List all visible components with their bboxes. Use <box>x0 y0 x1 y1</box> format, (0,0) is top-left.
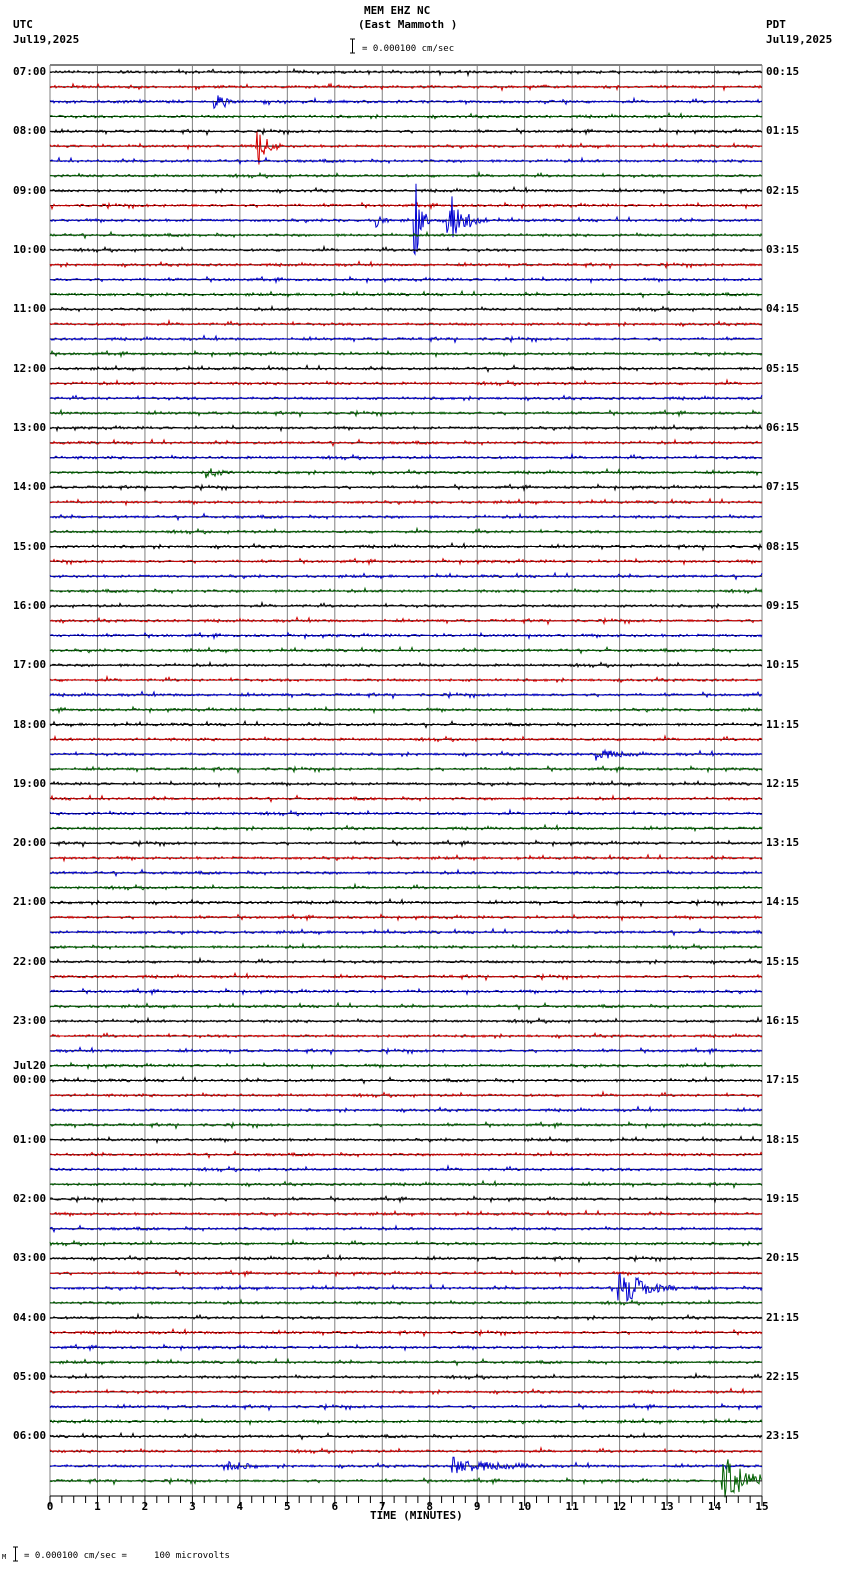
utc-hour-label: 21:00 <box>13 895 47 909</box>
pdt-hour-label: 16:15 <box>766 1014 800 1028</box>
right-timezone: PDT <box>766 18 786 31</box>
utc-hour-label: 14:00 <box>13 480 47 494</box>
date-change-label: Jul20 <box>13 1059 47 1073</box>
utc-hour-label: 22:00 <box>13 954 47 968</box>
utc-hour-label: 16:00 <box>13 598 47 612</box>
pdt-hour-label: 07:15 <box>766 480 800 494</box>
utc-hour-label: 05:00 <box>13 1370 47 1384</box>
utc-hour-label: 07:00 <box>13 65 47 78</box>
pdt-hour-label: 03:15 <box>766 242 800 256</box>
pdt-hour-label: 01:15 <box>766 124 800 138</box>
station-title: MEM EHZ NC <box>364 4 431 17</box>
utc-hour-label: 18:00 <box>13 717 47 731</box>
utc-hour-label: 19:00 <box>13 776 47 790</box>
x-tick-label: 5 <box>284 1500 291 1513</box>
station-location: (East Mammoth ) <box>358 18 458 31</box>
pdt-hour-label: 14:15 <box>766 895 800 909</box>
utc-hour-label: 10:00 <box>13 242 47 256</box>
x-tick-label: 7 <box>378 1500 386 1513</box>
pdt-hour-label: 11:15 <box>766 717 800 731</box>
utc-hour-label: 06:00 <box>13 1429 47 1443</box>
utc-hour-label: 17:00 <box>13 658 47 672</box>
pdt-hour-label: 13:15 <box>766 836 800 850</box>
x-tick-label: 6 <box>331 1500 339 1513</box>
pdt-hour-label: 15:15 <box>766 954 800 968</box>
pdt-hour-label: 17:15 <box>766 1073 800 1087</box>
x-tick-label: 0 <box>46 1500 54 1513</box>
utc-hour-label: 00:00 <box>13 1073 47 1087</box>
left-date: Jul19,2025 <box>13 33 80 46</box>
pdt-hour-label: 19:15 <box>766 1192 800 1206</box>
scale-text: = 0.000100 cm/sec <box>362 44 455 54</box>
pdt-hour-label: 20:15 <box>766 1251 800 1265</box>
pdt-hour-label: 00:15 <box>766 65 800 78</box>
pdt-hour-label: 09:15 <box>766 598 800 612</box>
utc-hour-label: 01:00 <box>13 1132 47 1146</box>
footer-scale-bar-icon: M <box>2 1546 20 1562</box>
utc-hour-label: 04:00 <box>13 1310 47 1324</box>
x-tick-label: 14 <box>707 1500 722 1513</box>
pdt-hour-label: 04:15 <box>766 302 800 316</box>
utc-hour-label: 20:00 <box>13 836 47 850</box>
x-tick-label: 15 <box>755 1500 769 1513</box>
pdt-hour-label: 18:15 <box>766 1132 800 1146</box>
x-tick-label: 13 <box>660 1500 674 1513</box>
utc-hour-label: 13:00 <box>13 420 47 434</box>
svg-text:M: M <box>2 1553 6 1561</box>
x-tick-label: 1 <box>94 1500 101 1513</box>
x-tick-label: 12 <box>612 1500 627 1513</box>
utc-hour-label: 15:00 <box>13 539 47 553</box>
utc-hour-label: 09:00 <box>13 183 47 197</box>
pdt-hour-label: 02:15 <box>766 183 800 197</box>
utc-hour-label: 03:00 <box>13 1251 47 1265</box>
left-timezone: UTC <box>13 18 33 31</box>
utc-hour-label: 11:00 <box>13 302 47 316</box>
pdt-hour-label: 06:15 <box>766 420 800 434</box>
right-date: Jul19,2025 <box>766 33 833 46</box>
x-tick-label: 9 <box>473 1500 481 1513</box>
pdt-hour-label: 12:15 <box>766 776 800 790</box>
pdt-hour-label: 22:15 <box>766 1370 800 1384</box>
scale-bar-icon <box>349 38 356 54</box>
utc-hour-label: 08:00 <box>13 124 47 138</box>
x-tick-label: 4 <box>236 1500 244 1513</box>
pdt-hour-label: 21:15 <box>766 1310 800 1324</box>
pdt-hour-label: 08:15 <box>766 539 800 553</box>
x-tick-label: 8 <box>426 1500 434 1513</box>
utc-hour-label: 02:00 <box>13 1192 47 1206</box>
x-tick-label: 3 <box>189 1500 196 1513</box>
x-axis-title: TIME (MINUTES) <box>370 1509 463 1522</box>
pdt-hour-label: 05:15 <box>766 361 800 375</box>
x-tick-label: 2 <box>141 1500 149 1513</box>
utc-hour-label: 12:00 <box>13 361 47 375</box>
utc-hour-label: 23:00 <box>13 1014 47 1028</box>
x-tick-label: 10 <box>518 1500 532 1513</box>
pdt-hour-label: 23:15 <box>766 1429 800 1443</box>
pdt-hour-label: 10:15 <box>766 658 800 672</box>
footer-scale-text: = 0.000100 cm/sec = 100 microvolts <box>24 1551 230 1561</box>
x-tick-label: 11 <box>565 1500 579 1513</box>
